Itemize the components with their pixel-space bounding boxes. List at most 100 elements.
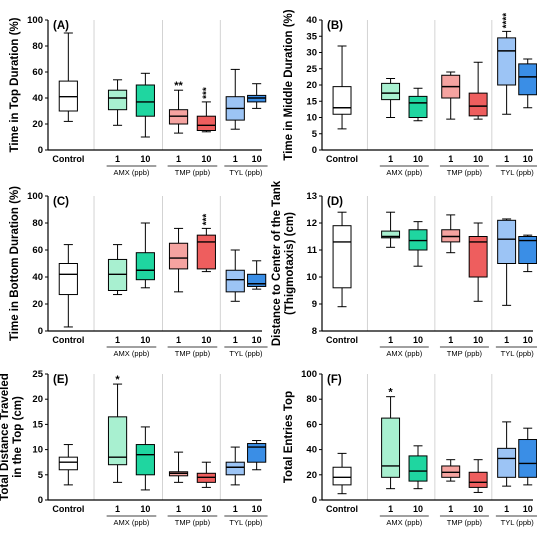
box-2 xyxy=(408,87,428,122)
x-tick-label: Control xyxy=(52,504,84,514)
panel-label: (D) xyxy=(327,196,343,208)
y-tick-label: 10 xyxy=(32,445,43,456)
box-iqr xyxy=(381,230,401,239)
group-label: TYL (ppb) xyxy=(501,518,535,527)
y-tick-label: 100 xyxy=(301,369,317,380)
panel-label: (F) xyxy=(327,374,342,386)
box-3 xyxy=(441,214,461,254)
box-5 xyxy=(497,218,517,306)
y-tick-label: 9 xyxy=(312,299,317,310)
y-tick-label: 40 xyxy=(306,445,317,456)
box-3: ** xyxy=(168,80,189,134)
box-2 xyxy=(135,426,155,491)
panel-label: (B) xyxy=(327,20,343,32)
box-0 xyxy=(58,32,78,122)
y-tick-label: 40 xyxy=(32,272,43,283)
x-tick-label: 1 xyxy=(233,154,238,164)
y-tick-label: 15 xyxy=(306,96,317,107)
panel-b: 0 5 10 15 20 25 30 35 40 Time in Middle Duration … xyxy=(283,9,537,177)
y-tick-label: 60 xyxy=(32,245,43,256)
y-tick-label: 20 xyxy=(32,299,43,310)
y-tick-label: 13 xyxy=(306,191,317,202)
box-3 xyxy=(168,227,189,293)
y-tick-label: 20 xyxy=(306,80,317,91)
box-1 xyxy=(381,78,401,118)
significance-label: ** xyxy=(174,80,183,92)
y-axis-label: Total Distance Traveledin the Top (cm) xyxy=(0,373,24,501)
y-tick-label: 40 xyxy=(306,15,317,26)
panel-e: 0 5 10 15 20 25 Total Distance Traveledin the … xyxy=(0,369,268,527)
panel-a: 0 20 40 60 80 100 Time in Top Duration (%) (A) C… xyxy=(9,15,268,177)
box-2 xyxy=(408,445,428,490)
box-4 xyxy=(468,61,488,120)
box-1 xyxy=(107,244,128,296)
box-4 xyxy=(468,222,488,302)
box-6 xyxy=(518,234,537,273)
box-iqr xyxy=(168,242,189,270)
x-tick-label: 1 xyxy=(504,504,509,514)
group-label: TMP (ppb) xyxy=(175,349,211,358)
y-axis-label: Total Entries Top xyxy=(283,391,295,483)
box-iqr xyxy=(196,234,216,270)
x-tick-label: 1 xyxy=(448,154,453,164)
box-iqr xyxy=(225,269,245,293)
y-tick-label: 0 xyxy=(38,326,43,337)
group-label: TMP (ppb) xyxy=(447,518,483,527)
box-iqr xyxy=(107,416,128,466)
x-tick-label: 10 xyxy=(413,335,423,345)
box-2 xyxy=(135,72,155,138)
y-tick-label: 0 xyxy=(38,145,43,156)
group-label: AMX (ppb) xyxy=(114,168,150,177)
significance-label: * xyxy=(115,374,120,386)
box-iqr xyxy=(381,82,401,101)
panel-f: 0 20 40 60 80 100 Total Entries Top (F) Control *… xyxy=(283,369,537,527)
box-0 xyxy=(332,45,352,130)
panel-label: (E) xyxy=(53,374,69,386)
group-label: TYL (ppb) xyxy=(229,349,263,358)
box-5 xyxy=(225,68,245,130)
group-label: AMX (ppb) xyxy=(114,349,150,358)
y-tick-label: 20 xyxy=(32,119,43,130)
x-tick-label: 10 xyxy=(140,335,150,345)
y-tick-label: 0 xyxy=(312,495,317,506)
y-tick-label: 11 xyxy=(307,245,318,256)
x-tick-label: 1 xyxy=(176,504,181,514)
x-tick-label: 10 xyxy=(140,154,150,164)
box-iqr xyxy=(468,471,488,488)
y-tick-label: 15 xyxy=(32,419,43,430)
box-6 xyxy=(247,260,267,290)
group-label: TMP (ppb) xyxy=(175,168,211,177)
x-tick-label: 1 xyxy=(233,504,238,514)
box-2 xyxy=(135,222,155,289)
x-tick-label: 1 xyxy=(388,335,393,345)
y-tick-label: 35 xyxy=(306,31,317,42)
box-iqr xyxy=(497,37,517,86)
y-tick-label: 80 xyxy=(306,394,317,405)
x-tick-label: 1 xyxy=(504,154,509,164)
box-5 xyxy=(225,446,245,486)
x-tick-label: 1 xyxy=(115,335,120,345)
y-tick-label: 25 xyxy=(306,64,317,75)
x-tick-label: Control xyxy=(326,335,358,345)
y-tick-label: 100 xyxy=(27,15,43,26)
box-iqr xyxy=(107,89,128,111)
x-tick-label: 1 xyxy=(448,335,453,345)
x-tick-label: 10 xyxy=(473,335,483,345)
x-tick-label: 10 xyxy=(413,504,423,514)
group-label: TYL (ppb) xyxy=(501,168,535,177)
box-3 xyxy=(441,71,461,120)
y-tick-label: 40 xyxy=(32,93,43,104)
group-label: TMP (ppb) xyxy=(447,168,483,177)
panel-label: (A) xyxy=(53,20,69,32)
x-tick-label: Control xyxy=(326,154,358,164)
x-tick-label: Control xyxy=(52,154,84,164)
box-3 xyxy=(168,451,189,483)
y-tick-label: 80 xyxy=(32,218,43,229)
group-label: TMP (ppb) xyxy=(175,518,211,527)
panel-label: (C) xyxy=(53,196,69,208)
x-tick-label: 10 xyxy=(473,154,483,164)
x-tick-label: 1 xyxy=(233,335,238,345)
box-0 xyxy=(58,444,78,486)
box-iqr xyxy=(332,86,352,115)
box-1: * xyxy=(381,387,401,490)
